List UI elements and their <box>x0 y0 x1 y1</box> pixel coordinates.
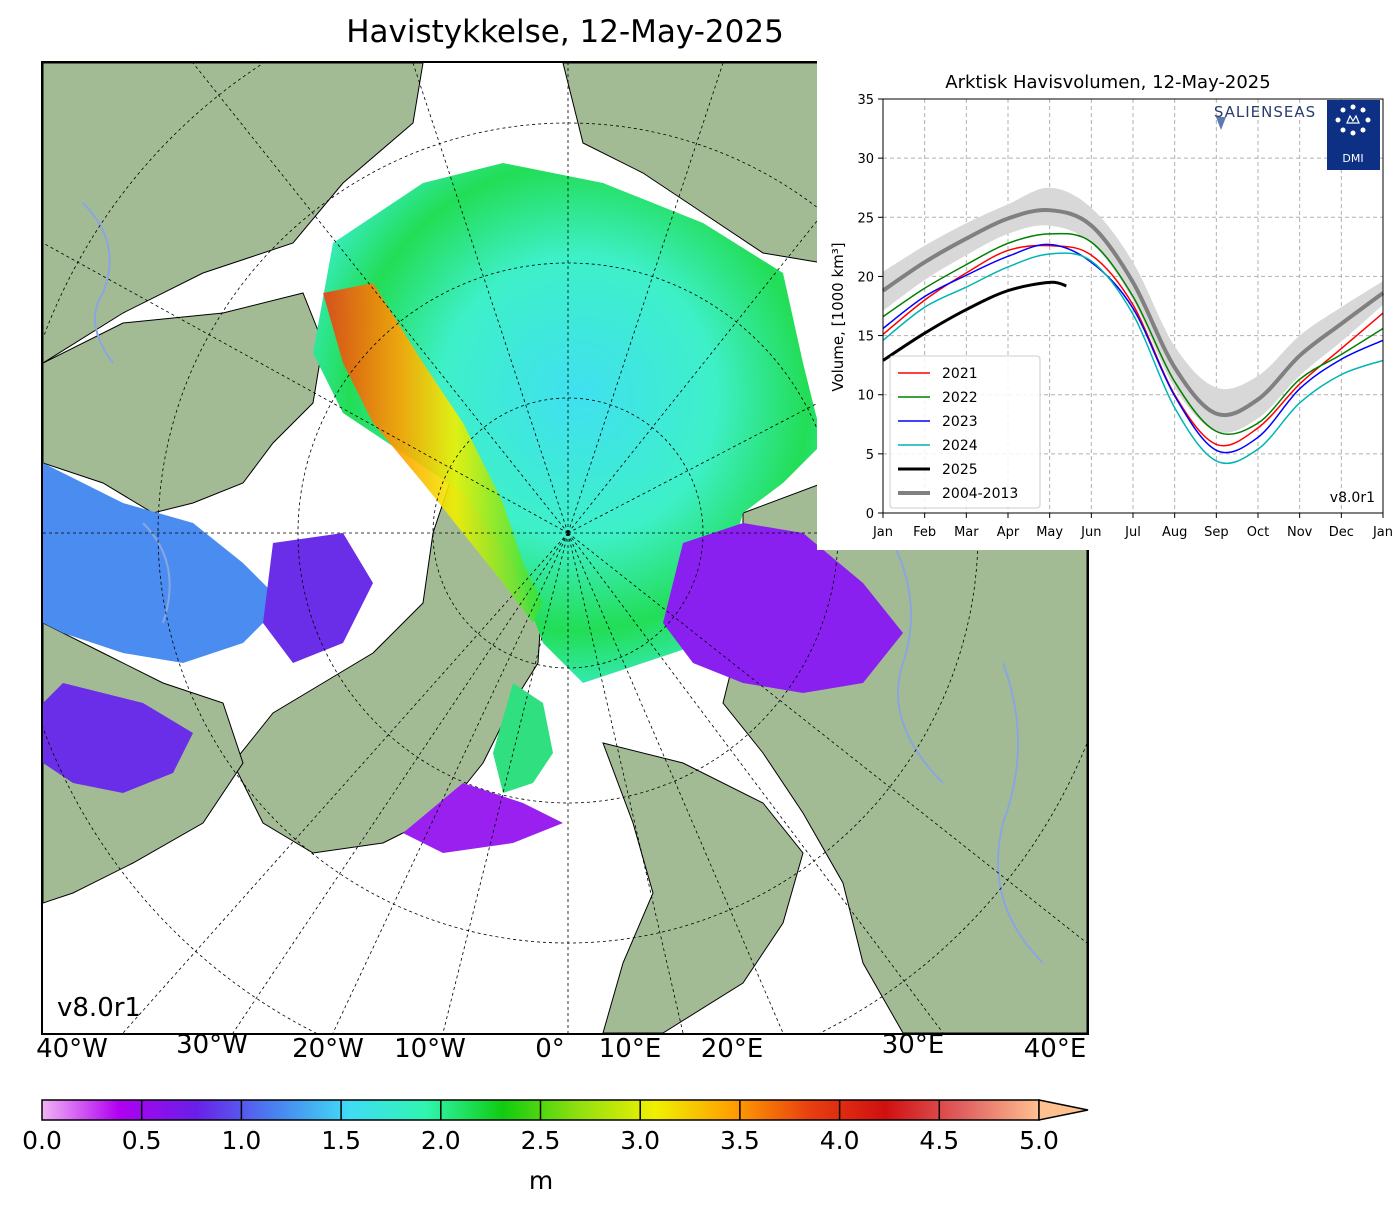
series-line-2024 <box>882 252 1384 465</box>
y-axis-label: Volume, [1000 km³] <box>829 242 847 391</box>
x-tick-label: Jan <box>872 525 893 540</box>
band-mean-line <box>881 208 1385 418</box>
colorbar-tick-label: 0.0 <box>22 1126 62 1155</box>
legend-label: 2021 <box>942 366 978 382</box>
y-tick-label: 20 <box>857 270 874 285</box>
colorbar-tick-label: 2.5 <box>520 1126 561 1155</box>
colorbar-tick-label: 3.0 <box>620 1126 661 1155</box>
longitude-label: 10°W <box>394 1034 466 1064</box>
chart-axes: Jan Feb Mar Apr May Jun Jul Aug Sep Oct Nov Dec Jan 0… <box>857 93 1393 540</box>
chart-series-layer <box>882 232 1384 465</box>
series-line-2023 <box>882 243 1384 454</box>
colorbar-tick-label: 1.0 <box>221 1126 262 1155</box>
volume-chart-inset: Arktisk Havisvolumen, 12-May-2025 Jan Feb… <box>817 60 1400 550</box>
land-svalbard-scandinavia <box>602 742 804 1033</box>
ice-baffin-labrador <box>43 683 193 793</box>
longitude-label: 30°W <box>176 1030 248 1060</box>
ice-greenland-sea <box>403 783 563 853</box>
chart-legend: 2021 2022 2023 2024 2025 2004-2013 <box>889 355 1041 509</box>
x-tick-label: Jul <box>1124 525 1141 540</box>
x-tick-label: Oct <box>1247 525 1269 540</box>
x-tick-label: Mar <box>954 525 979 540</box>
colorbar-tick-label: 1.5 <box>321 1126 361 1155</box>
longitude-label: 10°E <box>598 1034 662 1064</box>
colorbar-tick-label: 5.0 <box>1019 1126 1059 1155</box>
volume-chart: Arktisk Havisvolumen, 12-May-2025 Jan Feb… <box>829 72 1393 540</box>
y-tick-label: 15 <box>857 330 874 345</box>
x-tick-label: Aug <box>1162 525 1187 540</box>
x-tick-label: Sep <box>1204 525 1229 540</box>
colorbar-tick-label: 4.5 <box>919 1126 960 1155</box>
longitude-label: 40°E <box>1023 1034 1087 1064</box>
y-tick-label: 0 <box>866 507 874 522</box>
salienseas-logo-icon <box>1216 117 1226 130</box>
chart-band-layer <box>881 187 1385 433</box>
x-tick-label: Jun <box>1080 525 1101 540</box>
chart-title: Arktisk Havisvolumen, 12-May-2025 <box>945 72 1270 93</box>
series-line-2021 <box>882 244 1384 447</box>
dmi-logo-text: DMI <box>1342 152 1363 165</box>
ice-barents-kara <box>663 523 903 693</box>
salienseas-logo: SALIENSEAS <box>1214 103 1316 130</box>
colorbar-tick-label: 3.5 <box>720 1126 760 1155</box>
series-line-2022 <box>882 232 1384 435</box>
longitude-label: 20°E <box>700 1034 764 1064</box>
dmi-logo: DMI <box>1327 100 1380 170</box>
dmi-logo-stars <box>1335 104 1371 136</box>
legend-label: 2022 <box>942 390 978 406</box>
legend-label: 2004-2013 <box>942 486 1018 502</box>
x-tick-label: Nov <box>1287 525 1313 540</box>
longitude-label: 40°W <box>36 1034 108 1064</box>
x-tick-label: May <box>1036 525 1063 540</box>
x-tick-label: Apr <box>997 525 1020 540</box>
chart-version: v8.0r1 <box>1330 490 1375 506</box>
crown-icon <box>1346 114 1360 124</box>
legend-label: 2025 <box>942 462 978 478</box>
plot-frame <box>882 98 1384 514</box>
colorbar-unit: m <box>528 1166 554 1195</box>
longitude-label: 0° <box>535 1034 565 1064</box>
colorbar <box>41 1099 1089 1121</box>
land-north-america <box>43 292 324 514</box>
y-tick-label: 25 <box>857 211 874 226</box>
colorbar-tick-label: 2.0 <box>420 1126 461 1155</box>
ice-baffin-bay <box>263 533 373 663</box>
salienseas-logo-text: SALIENSEAS <box>1214 103 1316 121</box>
longitude-label: 30°E <box>881 1030 945 1060</box>
y-tick-label: 30 <box>857 152 874 167</box>
y-tick-label: 35 <box>857 93 874 108</box>
legend-label: 2023 <box>942 414 978 430</box>
y-tick-label: 10 <box>857 389 874 404</box>
colorbar-extend-arrow <box>1038 1099 1089 1121</box>
map-title: Havistykkelse, 12-May-2025 <box>346 14 784 50</box>
y-tick-label: 5 <box>866 448 874 463</box>
x-tick-label: Dec <box>1329 525 1354 540</box>
map-version-label: v8.0r1 <box>57 993 141 1023</box>
legend-label: 2024 <box>942 438 978 454</box>
map-canvas <box>43 63 1087 1033</box>
land-siberia-north <box>43 63 424 364</box>
ice-thick-band <box>323 283 543 623</box>
colorbar-tick-label: 4.0 <box>819 1126 860 1155</box>
longitude-label: 20°W <box>292 1034 364 1064</box>
ice-east-greenland <box>493 683 553 793</box>
series-line-2025 <box>882 280 1067 362</box>
colorbar-tick-label: 0.5 <box>121 1126 162 1155</box>
x-tick-label: Jan <box>1372 525 1393 540</box>
x-tick-label: Feb <box>913 525 936 540</box>
colorbar-tick-marks <box>140 1100 941 1120</box>
ice-hudson-bay <box>43 463 283 663</box>
